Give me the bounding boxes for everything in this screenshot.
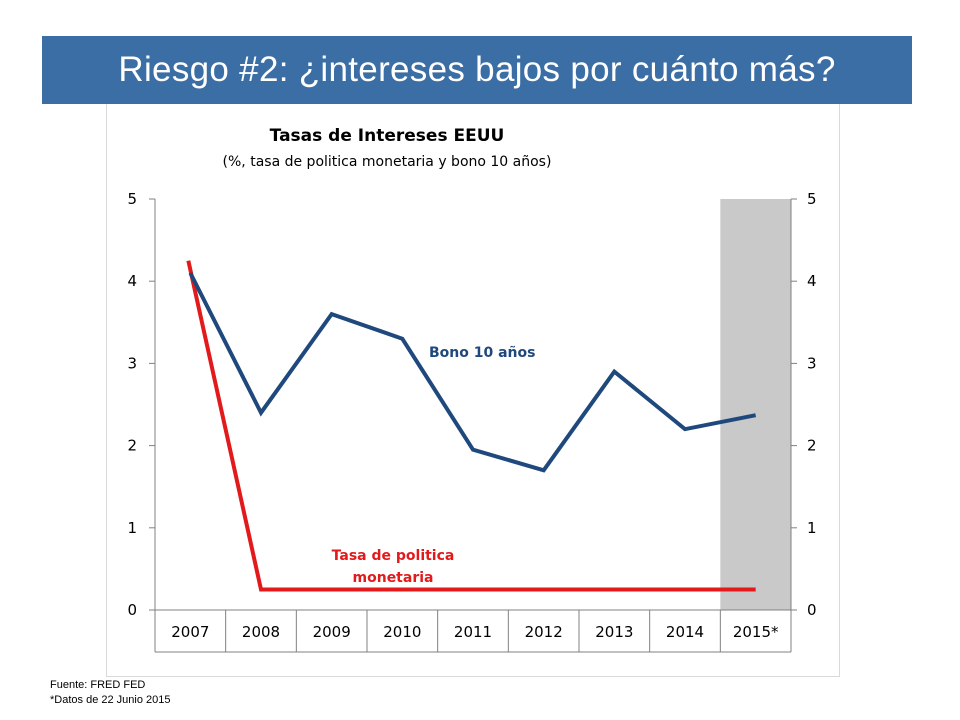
left-y-tick-label: 2 [127, 437, 137, 455]
x-tick-label: 2011 [454, 623, 492, 641]
x-tick-label: 2009 [313, 623, 351, 641]
right-y-tick-label: 0 [807, 601, 817, 619]
x-tick-label: 2012 [525, 623, 563, 641]
x-tick-label: 2013 [595, 623, 633, 641]
right-y-tick-label: 4 [807, 272, 817, 290]
shaded-region-2015 [720, 199, 791, 610]
source-footnote: Fuente: FRED FED [50, 679, 146, 691]
bond-10y-line [188, 272, 757, 473]
slide-title: Riesgo #2: ¿intereses bajos por cuánto m… [118, 50, 836, 89]
chart-panel: Tasas de Intereses EEUU (%, tasa de poli… [106, 104, 840, 677]
chart-title: Tasas de Intereses EEUU [270, 126, 505, 146]
right-y-tick-label: 2 [807, 437, 817, 455]
policy-rate-line [186, 260, 756, 592]
x-tick-label: 2010 [383, 623, 421, 641]
left-y-tick-label: 1 [127, 519, 137, 537]
title-banner: Riesgo #2: ¿intereses bajos por cuánto m… [42, 36, 912, 104]
chart-subtitle: (%, tasa de politica monetaria y bono 10… [223, 154, 552, 170]
interest-rate-chart: Tasas de Intereses EEUU (%, tasa de poli… [127, 126, 817, 653]
left-y-tick-label: 0 [127, 601, 137, 619]
date-footnote: *Datos de 22 Junio 2015 [50, 694, 171, 706]
policy-rate-label-line: monetaria [353, 570, 434, 586]
x-tick-label: 2014 [666, 623, 704, 641]
right-y-tick-label: 3 [807, 354, 817, 372]
bond-10y-label: Bono 10 años [429, 345, 535, 361]
left-y-tick-label: 4 [127, 272, 137, 290]
left-y-tick-label: 5 [127, 190, 137, 208]
x-tick-label: 2008 [242, 623, 280, 641]
right-y-tick-label: 5 [807, 190, 817, 208]
x-tick-label: 2007 [171, 623, 209, 641]
left-y-tick-label: 3 [127, 354, 137, 372]
x-tick-label: 2015* [733, 623, 779, 641]
policy-rate-label-line: Tasa de politica [332, 548, 455, 564]
right-y-tick-label: 1 [807, 519, 817, 537]
plot-area: 0 0 1 1 2 2 3 3 4 4 5 5 2007 2008 2009 2010 2011 2012 2013… [127, 190, 817, 653]
